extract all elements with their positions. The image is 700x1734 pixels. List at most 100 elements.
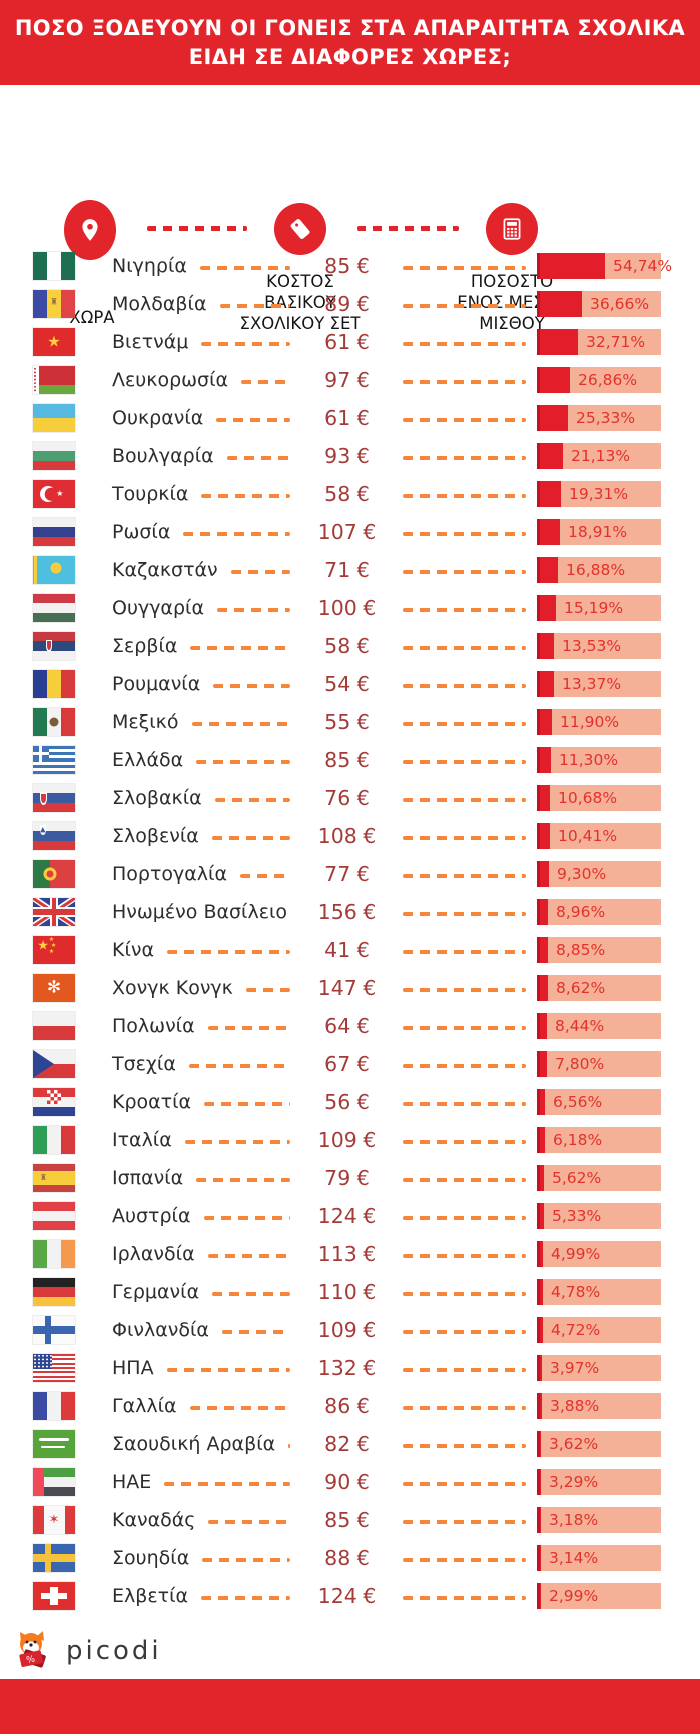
price-value: 85 €	[324, 254, 370, 278]
country-name: Ελλάδα	[112, 749, 184, 771]
price-tag-icon	[274, 203, 326, 255]
percent-bar-fill	[537, 443, 563, 469]
percent-value: 19,31%	[569, 485, 629, 503]
percent-bar: 54,74%	[537, 253, 672, 279]
dash-line	[208, 1519, 290, 1524]
country-name: Σουηδία	[112, 1547, 190, 1569]
price-value: 109 €	[317, 1128, 377, 1152]
dash-line	[403, 417, 526, 422]
percent-value: 8,85%	[556, 941, 606, 959]
dash-line	[403, 1139, 526, 1144]
country-flag: ★ ★ ★ ★	[33, 936, 75, 964]
percent-bar: 4,72%	[537, 1317, 661, 1343]
country-name: Πολωνία	[112, 1015, 195, 1037]
percent-bar: 3,14%	[537, 1545, 661, 1571]
percent-value: 9,30%	[557, 865, 607, 883]
country-flag	[33, 1278, 75, 1306]
price-value: 56 €	[324, 1090, 370, 1114]
dash-line	[189, 1405, 290, 1410]
table-row: Σαουδική Αραβία 82 € 3,62%	[0, 1425, 700, 1463]
dash-line	[214, 797, 290, 802]
price-value: 64 €	[324, 1014, 370, 1038]
dash-line	[201, 493, 290, 498]
country-name: Ουγγαρία	[112, 597, 204, 619]
country-flag	[33, 1012, 75, 1040]
dash-line	[219, 303, 290, 308]
percent-value: 5,33%	[552, 1207, 602, 1225]
country-flag	[33, 1544, 75, 1572]
percent-value: 4,78%	[551, 1283, 601, 1301]
country-name: Κροατία	[112, 1091, 192, 1113]
percent-bar: 5,62%	[537, 1165, 661, 1191]
dash-line	[288, 1443, 290, 1448]
country-name: Ρουμανία	[112, 673, 201, 695]
country-name: ΗΑΕ	[112, 1471, 152, 1493]
percent-bar: 36,66%	[537, 291, 661, 317]
percent-bar: 6,18%	[537, 1127, 661, 1153]
country-name: Καζακστάν	[112, 559, 218, 581]
percent-bar-fill	[537, 557, 558, 583]
dash-line	[207, 1025, 290, 1030]
table-row: ΗΑΕ 90 € 3,29%	[0, 1463, 700, 1501]
country-name: Σαουδική Αραβία	[112, 1433, 276, 1455]
percent-bar-fill	[537, 1431, 541, 1457]
dash-line	[203, 1215, 290, 1220]
dash-line	[191, 721, 290, 726]
percent-bar-fill	[537, 1013, 547, 1039]
table-row: Ιρλανδία 113 € 4,99%	[0, 1235, 700, 1273]
percent-value: 6,18%	[553, 1131, 603, 1149]
table-row: Σλοβακία 76 € 10,68%	[0, 779, 700, 817]
dash-line	[164, 1481, 290, 1486]
percent-bar: 11,90%	[537, 709, 661, 735]
country-flag	[33, 1430, 75, 1458]
dash-line	[403, 607, 526, 612]
percent-bar-fill	[537, 1469, 541, 1495]
dash-line	[403, 303, 526, 308]
country-name: Ουκρανία	[112, 407, 204, 429]
country-flag	[33, 1240, 75, 1268]
percent-bar-fill	[537, 747, 551, 773]
dash-line	[403, 341, 526, 346]
price-value: 54 €	[324, 672, 370, 696]
dash-line	[207, 1253, 290, 1258]
percent-bar-fill	[537, 899, 548, 925]
percent-bar-fill	[537, 405, 568, 431]
country-flag	[33, 1126, 75, 1154]
country-name: Ιταλία	[112, 1129, 172, 1151]
percent-value: 3,29%	[549, 1473, 599, 1491]
price-value: 58 €	[324, 482, 370, 506]
percent-bar-fill	[537, 329, 578, 355]
percent-bar: 10,68%	[537, 785, 661, 811]
dash-line	[204, 1101, 290, 1106]
dash-line	[216, 607, 290, 612]
dash-line	[403, 1063, 526, 1068]
country-flag	[33, 1316, 75, 1344]
price-value: 82 €	[324, 1432, 370, 1456]
country-flag	[33, 556, 75, 584]
percent-bar: 3,18%	[537, 1507, 661, 1533]
header: ΠΟΣΟ ΞΟΔΕΥΟΥΝ ΟΙ ΓΟΝΕΙΣ ΣΤΑ ΑΠΑΡΑΙΤΗΤΑ Σ…	[0, 0, 700, 85]
percent-value: 10,68%	[558, 789, 618, 807]
country-name: Σλοβενία	[112, 825, 199, 847]
percent-bar: 4,99%	[537, 1241, 661, 1267]
dash-line	[403, 455, 526, 460]
table-row: ΗΠΑ 132 € 3,97%	[0, 1349, 700, 1387]
dash-line	[403, 835, 526, 840]
percent-bar: 3,29%	[537, 1469, 661, 1495]
dash-line	[403, 645, 526, 650]
percent-bar: 18,91%	[537, 519, 661, 545]
dash-line	[403, 265, 526, 270]
table-row: Ελβετία 124 € 2,99%	[0, 1577, 700, 1615]
percent-value: 54,74%	[613, 257, 673, 275]
country-flag: ♜	[33, 290, 75, 318]
percent-bar: 9,30%	[537, 861, 661, 887]
percent-bar: 10,41%	[537, 823, 661, 849]
percent-bar: 25,33%	[537, 405, 661, 431]
dash-line	[403, 911, 526, 916]
country-flag	[33, 404, 75, 432]
dash-line	[403, 1443, 526, 1448]
percent-bar: 32,71%	[537, 329, 661, 355]
percent-value: 16,88%	[566, 561, 626, 579]
dash-line	[166, 1367, 290, 1372]
dash-line	[188, 1063, 290, 1068]
